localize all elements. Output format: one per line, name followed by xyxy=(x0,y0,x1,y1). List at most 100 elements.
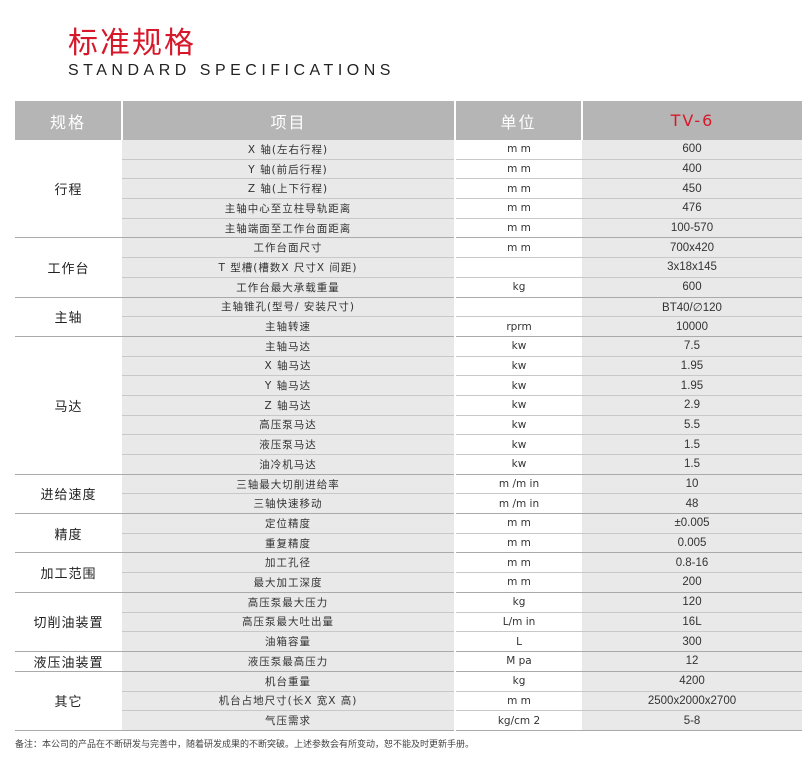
table-row: 气压需求 kg/cm 2 5-8 xyxy=(15,710,802,731)
item-cell: Y 轴马达 xyxy=(122,375,456,396)
table-header: 规格 项目 单位 TV-6 xyxy=(15,101,802,140)
unit-cell: rprm xyxy=(455,316,582,337)
item-cell: Y 轴(前后行程) xyxy=(122,159,456,180)
unit-cell xyxy=(455,257,582,278)
table-row: 精度 定位精度 m m ±0.005 xyxy=(15,513,802,554)
item-cell: 主轴锥孔(型号/ 安装尺寸) xyxy=(122,297,456,318)
item-cell: 油箱容量 xyxy=(122,631,456,652)
unit-cell: m m xyxy=(455,513,582,534)
table-row: 马达 主轴马达 kw 7.5 xyxy=(15,336,802,475)
value-cell: 5-8 xyxy=(582,710,802,731)
table-row: 机台占地尺寸(长X 宽X 高) m m 2500x2000x2700 xyxy=(15,691,802,712)
unit-cell: m m xyxy=(455,198,582,219)
unit-cell: m m xyxy=(455,178,582,200)
item-cell: 液压泵马达 xyxy=(122,434,456,455)
table-row: 主轴转速 rprm 10000 xyxy=(15,316,802,337)
value-cell: BT40/∅120 xyxy=(582,297,802,318)
unit-cell: m m xyxy=(455,140,582,160)
category-cell: 液压油装置 xyxy=(15,651,122,672)
unit-cell: m m xyxy=(455,218,582,239)
unit-cell: kw xyxy=(455,395,582,416)
value-cell: 5.5 xyxy=(582,415,802,436)
category-cell: 进给速度 xyxy=(15,474,122,515)
value-cell: 300 xyxy=(582,631,802,652)
value-cell: 48 xyxy=(582,493,802,515)
page-title-en: STANDARD SPECIFICATIONS xyxy=(68,62,395,79)
table-row: 主轴 主轴锥孔(型号/ 安装尺寸) BT40/∅120 xyxy=(15,297,802,337)
item-cell: 定位精度 xyxy=(122,513,456,534)
table-row: 高压泵马达 kw 5.5 xyxy=(15,415,802,436)
value-cell: 10000 xyxy=(582,316,802,337)
table-row: 液压泵马达 kw 1.5 xyxy=(15,434,802,455)
value-cell: 16L xyxy=(582,612,802,633)
value-cell: 450 xyxy=(582,178,802,200)
unit-cell: m m xyxy=(455,237,582,259)
unit-cell: M pa xyxy=(455,651,582,672)
table-row: 液压油装置 液压泵最高压力 M pa 12 xyxy=(15,651,802,672)
category-cell: 马达 xyxy=(15,336,122,475)
table-row: 高压泵最大吐出量 L/m in 16L xyxy=(15,612,802,633)
item-cell: 最大加工深度 xyxy=(122,572,456,593)
value-cell: ±0.005 xyxy=(582,513,802,534)
item-cell: 机台占地尺寸(长X 宽X 高) xyxy=(122,691,456,712)
item-cell: X 轴(左右行程) xyxy=(122,140,456,160)
unit-cell: kw xyxy=(455,356,582,377)
unit-cell: kg xyxy=(455,671,582,692)
unit-cell xyxy=(455,297,582,318)
value-cell: 0.8-16 xyxy=(582,552,802,574)
value-cell: 3x18x145 xyxy=(582,257,802,278)
header-category: 规格 xyxy=(15,101,123,140)
value-cell: 1.5 xyxy=(582,434,802,455)
item-cell: 气压需求 xyxy=(122,710,456,731)
unit-cell: m m xyxy=(455,691,582,712)
value-cell: 476 xyxy=(582,198,802,219)
item-cell: 工作台最大承载重量 xyxy=(122,277,456,298)
table-row: 最大加工深度 m m 200 xyxy=(15,572,802,593)
header-model: TV-6 xyxy=(582,101,802,140)
category-cell: 加工范围 xyxy=(15,552,122,593)
item-cell: 主轴端面至工作台面距离 xyxy=(122,218,456,239)
table-row: 主轴中心至立柱导轨距离 m m 476 xyxy=(15,198,802,219)
table-row: 进给速度 三轴最大切削进给率 m /m in 10 xyxy=(15,474,802,515)
table-row: 主轴端面至工作台面距离 m m 100-570 xyxy=(15,218,802,239)
value-cell: 400 xyxy=(582,159,802,180)
unit-cell: m /m in xyxy=(455,474,582,495)
value-cell: 2500x2000x2700 xyxy=(582,691,802,712)
value-cell: 200 xyxy=(582,572,802,593)
table-row: T 型槽(槽数X 尺寸X 间距) 3x18x145 xyxy=(15,257,802,278)
unit-cell: kg/cm 2 xyxy=(455,710,582,731)
item-cell: X 轴马达 xyxy=(122,356,456,377)
table-row: 切削油装置 高压泵最大压力 kg 120 xyxy=(15,592,802,652)
value-cell: 600 xyxy=(582,277,802,298)
item-cell: 机台重量 xyxy=(122,671,456,692)
table-row: 其它 机台重量 kg 4200 xyxy=(15,671,802,731)
item-cell: 主轴转速 xyxy=(122,316,456,337)
header-unit: 单位 xyxy=(455,101,583,140)
item-cell: 加工孔径 xyxy=(122,552,456,574)
table-row: 行程 X 轴(左右行程) m m 600 xyxy=(15,140,802,239)
value-cell: 120 xyxy=(582,592,802,613)
unit-cell: L/m in xyxy=(455,612,582,633)
item-cell: 液压泵最高压力 xyxy=(122,651,456,672)
table-row: 油箱容量 L 300 xyxy=(15,631,802,652)
table-row: Y 轴马达 kw 1.95 xyxy=(15,375,802,396)
item-cell: 三轴快速移动 xyxy=(122,493,456,515)
table-row: 油冷机马达 kw 1.5 xyxy=(15,454,802,475)
unit-cell: m m xyxy=(455,572,582,593)
table-row: 重复精度 m m 0.005 xyxy=(15,533,802,554)
table-row: 工作台最大承载重量 kg 600 xyxy=(15,277,802,298)
value-cell: 2.9 xyxy=(582,395,802,416)
item-cell: 高压泵最大压力 xyxy=(122,592,456,613)
footnote: 备注：本公司的产品在不断研发与完善中，随着研发成果的不断突破。上述参数会有所变动… xyxy=(15,740,475,750)
category-cell: 切削油装置 xyxy=(15,592,122,652)
category-cell: 主轴 xyxy=(15,297,122,337)
unit-cell: m m xyxy=(455,533,582,554)
table-row: Z 轴马达 kw 2.9 xyxy=(15,395,802,416)
unit-cell: L xyxy=(455,631,582,652)
unit-cell: kg xyxy=(455,277,582,298)
category-cell: 工作台 xyxy=(15,237,122,298)
category-cell: 其它 xyxy=(15,671,122,731)
item-cell: Z 轴马达 xyxy=(122,395,456,416)
item-cell: Z 轴(上下行程) xyxy=(122,178,456,200)
table-row: Z 轴(上下行程) m m 450 xyxy=(15,178,802,200)
